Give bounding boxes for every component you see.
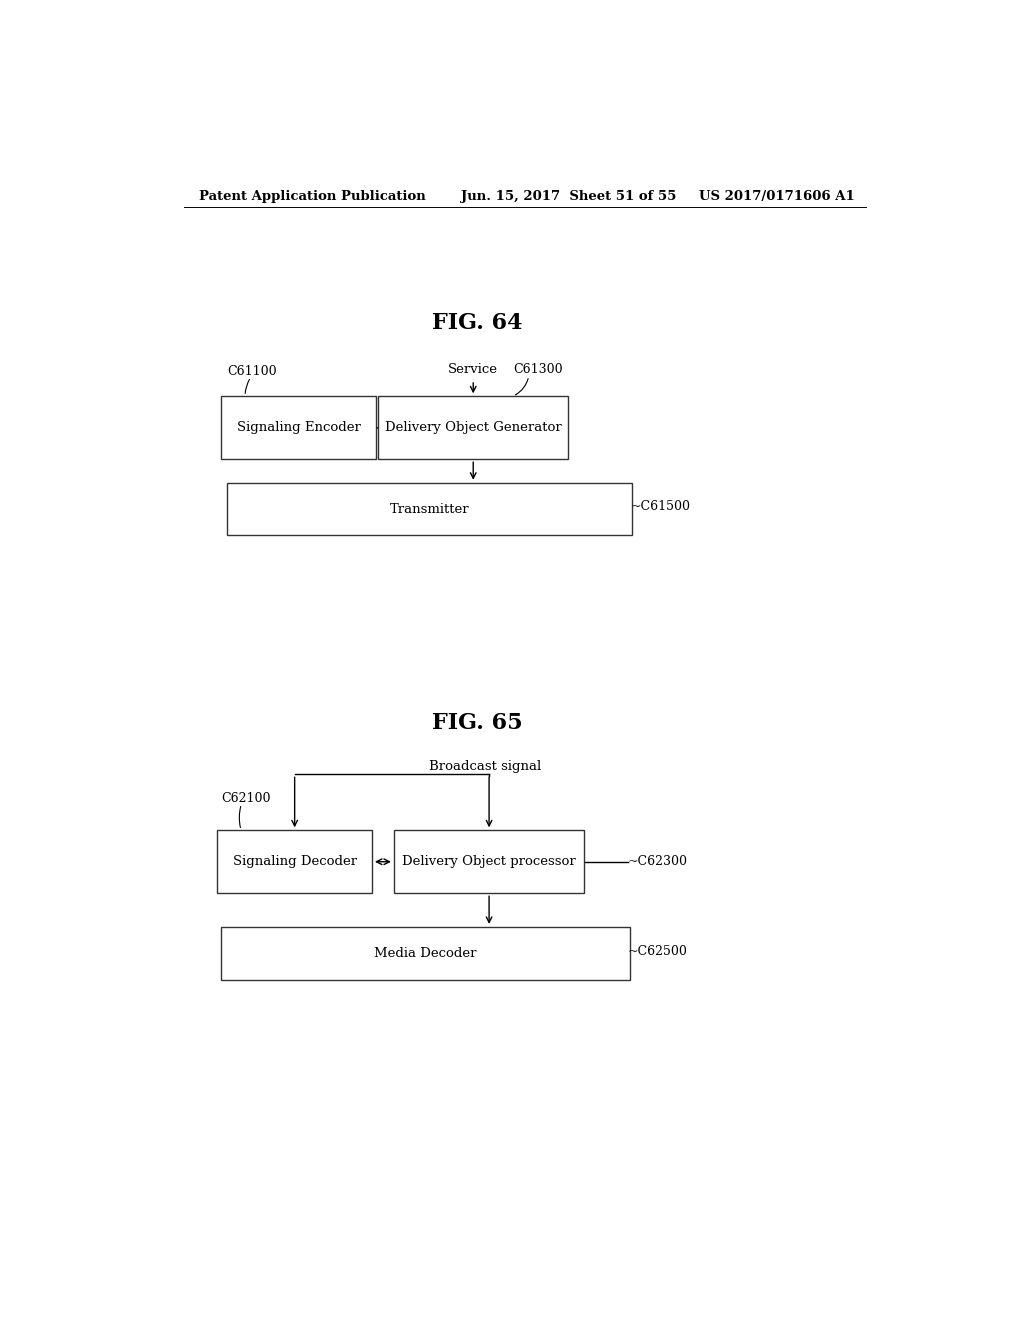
Text: FIG. 65: FIG. 65 xyxy=(432,711,522,734)
Bar xyxy=(227,483,632,536)
Text: C62100: C62100 xyxy=(221,792,271,805)
Bar xyxy=(394,830,585,894)
Text: Jun. 15, 2017  Sheet 51 of 55: Jun. 15, 2017 Sheet 51 of 55 xyxy=(461,190,677,202)
Text: Delivery Object processor: Delivery Object processor xyxy=(402,855,575,869)
Bar xyxy=(378,396,568,459)
Text: Patent Application Publication: Patent Application Publication xyxy=(200,190,426,202)
Text: Signaling Decoder: Signaling Decoder xyxy=(232,855,356,869)
Bar xyxy=(221,396,376,459)
Text: ~C62500: ~C62500 xyxy=(628,945,688,958)
Text: ~C61500: ~C61500 xyxy=(631,499,690,512)
Text: US 2017/0171606 A1: US 2017/0171606 A1 xyxy=(699,190,855,202)
Text: Service: Service xyxy=(449,363,499,376)
Bar xyxy=(221,927,630,979)
Text: Delivery Object Generator: Delivery Object Generator xyxy=(385,421,561,434)
Text: C61100: C61100 xyxy=(227,366,276,379)
Text: ~C62300: ~C62300 xyxy=(628,855,688,869)
Text: Transmitter: Transmitter xyxy=(390,503,469,516)
Text: Broadcast signal: Broadcast signal xyxy=(429,760,542,772)
Text: Signaling Encoder: Signaling Encoder xyxy=(237,421,360,434)
Bar xyxy=(217,830,372,894)
Text: FIG. 64: FIG. 64 xyxy=(432,312,522,334)
Text: C61300: C61300 xyxy=(513,363,562,376)
Text: Media Decoder: Media Decoder xyxy=(375,946,477,960)
